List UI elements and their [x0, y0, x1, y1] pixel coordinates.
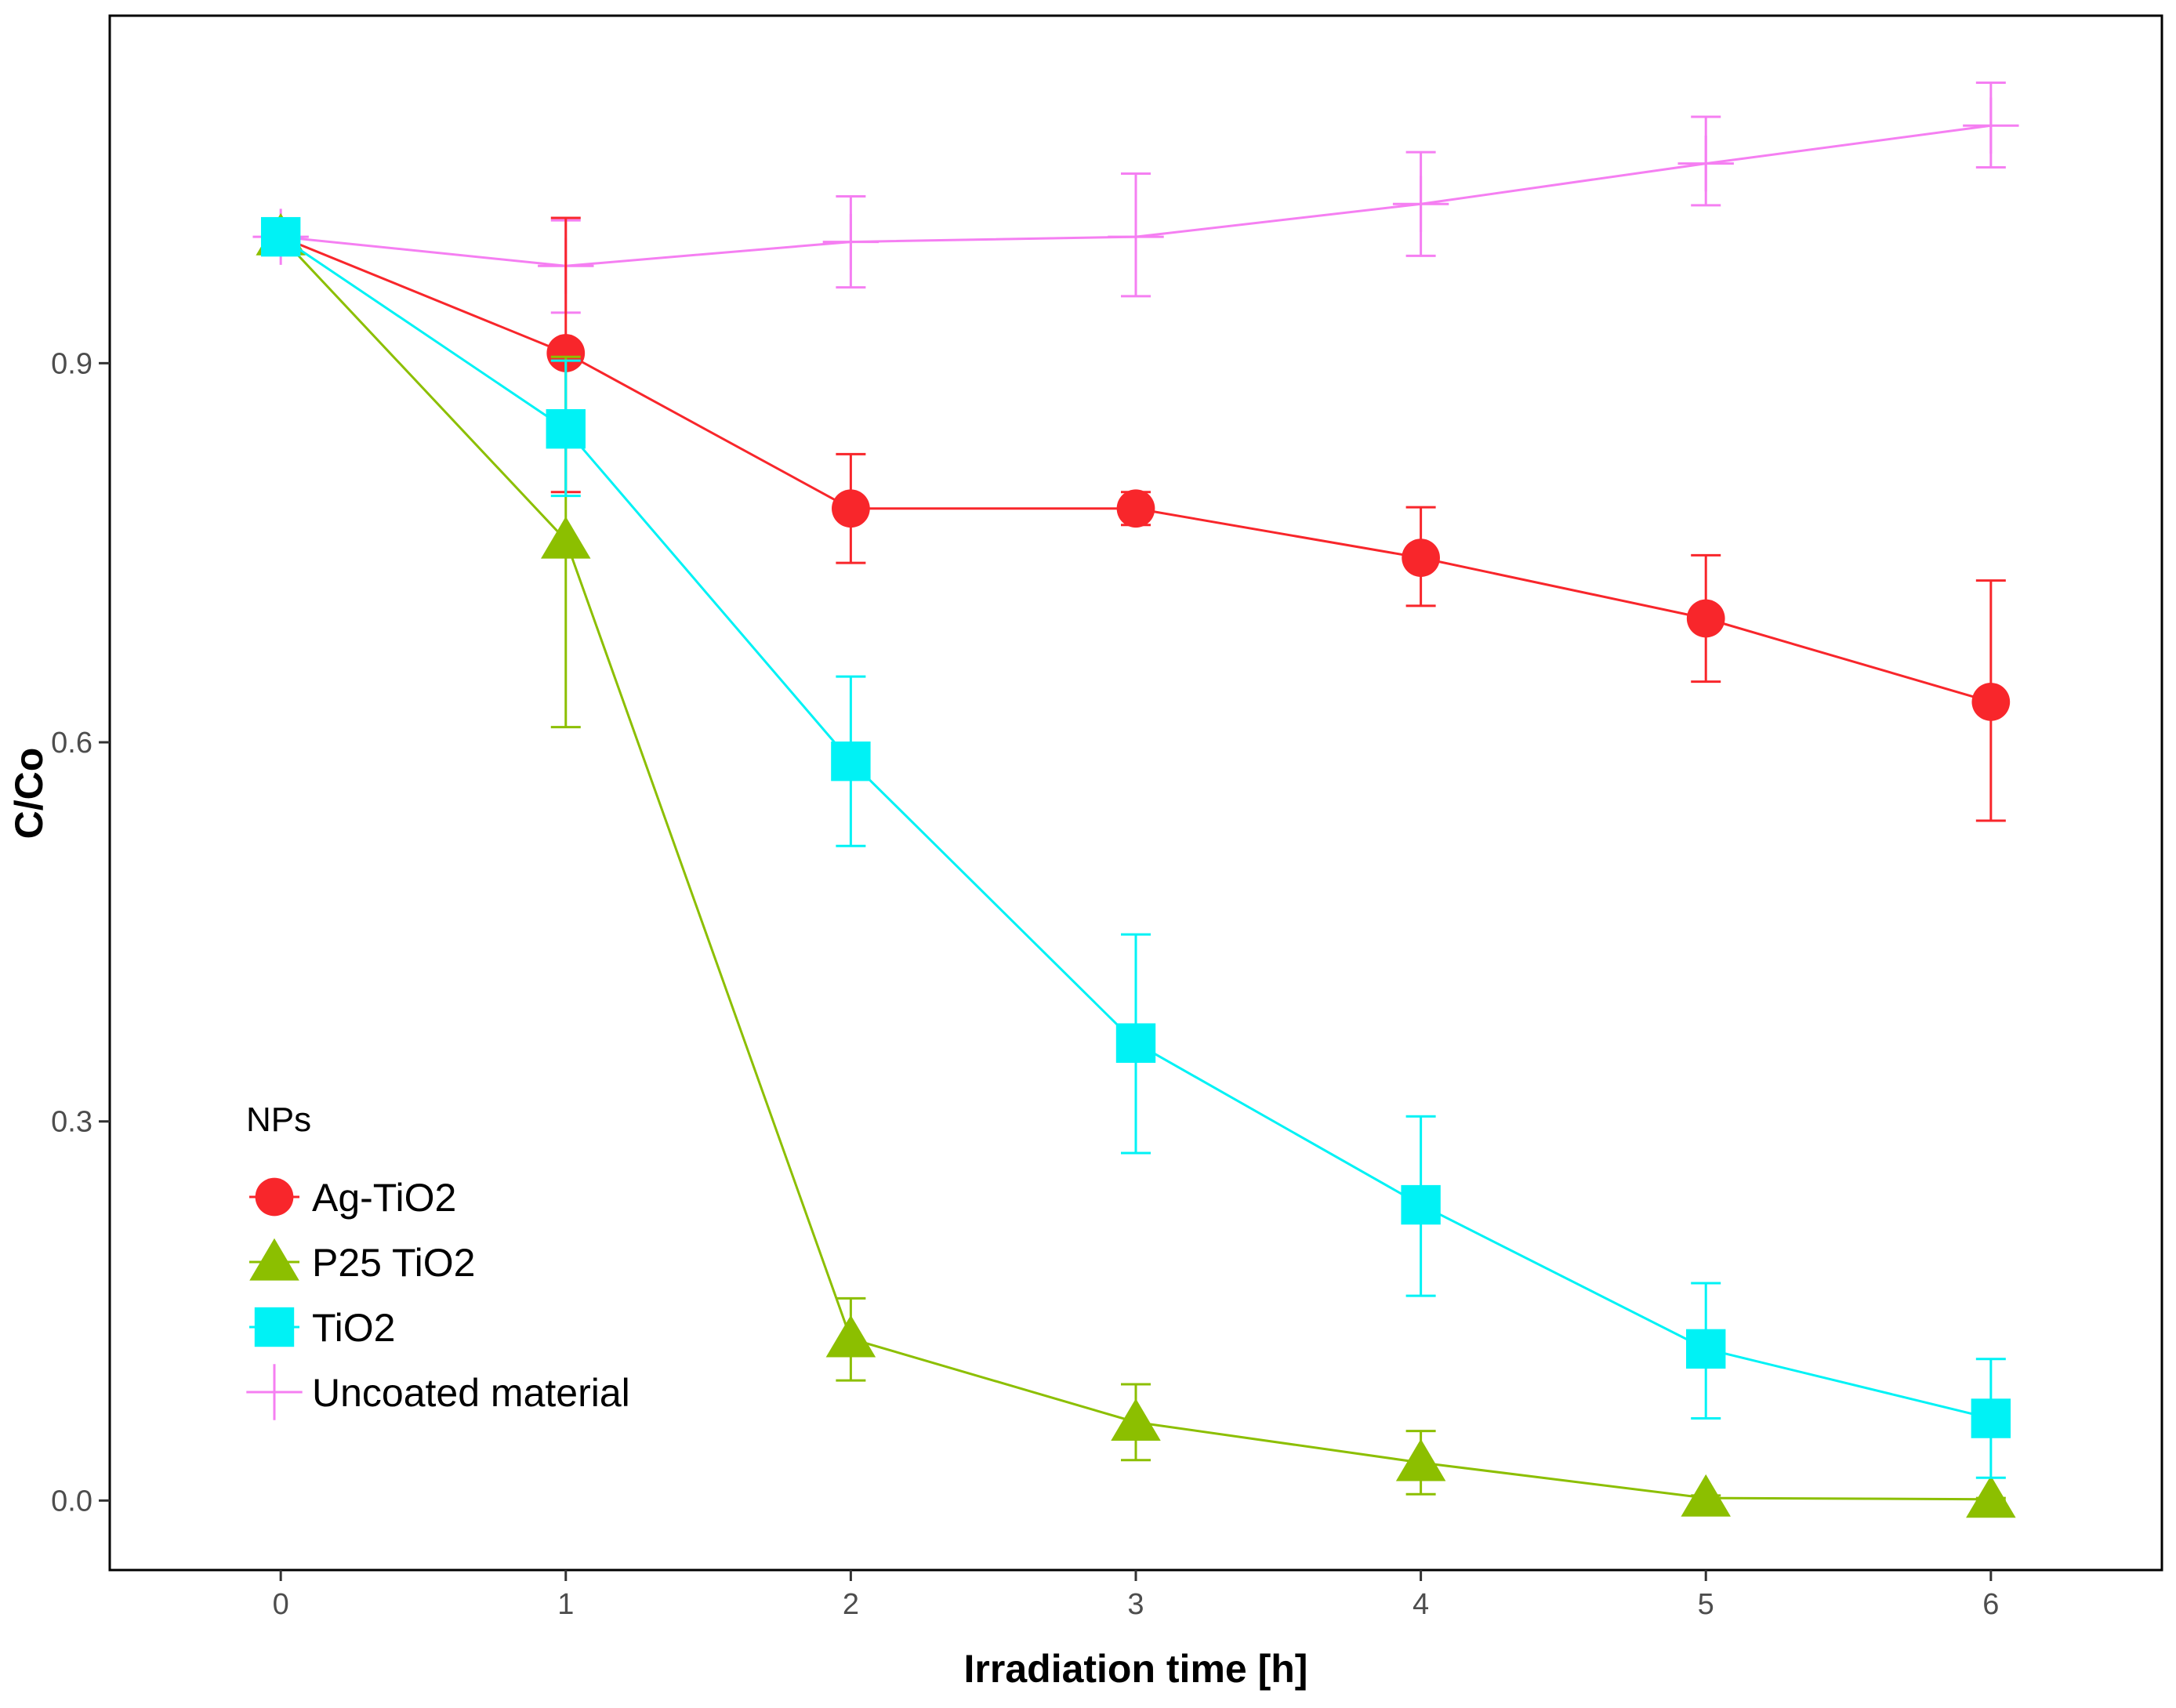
- data-point: [1402, 539, 1440, 577]
- legend-item-tio2: TiO2: [249, 1306, 396, 1350]
- data-point: [1116, 489, 1155, 528]
- legend-items: Ag-TiO2 P25 TiO2 TiO2 Uncoated material: [246, 1176, 630, 1420]
- data-point: [1963, 97, 2019, 154]
- data-point: [1686, 1329, 1726, 1369]
- data-point: [1395, 1438, 1446, 1481]
- data-point: [1971, 1398, 2011, 1438]
- x-tick-label: 0: [273, 1588, 289, 1621]
- data-point: [1677, 135, 1734, 192]
- data-point: [1971, 683, 2011, 721]
- data-point: [1401, 1184, 1441, 1225]
- legend-label: P25 TiO2: [312, 1241, 475, 1285]
- legend-key-marker: [249, 1238, 299, 1281]
- x-tick-label: 5: [1698, 1588, 1714, 1621]
- x-tick-label: 6: [1982, 1588, 1999, 1621]
- data-point: [260, 216, 301, 257]
- data-point: [1111, 1398, 1161, 1441]
- legend-key-marker: [254, 1307, 295, 1347]
- x-axis: 0 1 2 3 4 5 6: [273, 1570, 1999, 1621]
- data-point: [546, 408, 586, 449]
- data-point: [546, 334, 586, 372]
- series-tio2: [260, 216, 2011, 1479]
- legend-key-marker: [246, 1364, 303, 1420]
- legend-item-p25-tio2: P25 TiO2: [249, 1238, 475, 1285]
- series-layer: [252, 81, 2019, 1518]
- legend: NPs Ag-TiO2 P25 TiO2 TiO2 Uncoated material: [246, 1101, 630, 1420]
- data-point: [1966, 1475, 2016, 1518]
- y-tick-label: 0.6: [51, 727, 92, 760]
- y-tick-label: 0.3: [51, 1106, 92, 1139]
- data-point: [1686, 599, 1725, 638]
- legend-label: Uncoated material: [312, 1371, 630, 1415]
- data-point: [822, 213, 879, 270]
- y-tick-label: 0.0: [51, 1485, 92, 1518]
- data-point: [1115, 1023, 1156, 1063]
- legend-key-marker: [255, 1177, 294, 1217]
- data-point: [1681, 1474, 1731, 1517]
- legend-title: NPs: [246, 1101, 311, 1139]
- data-point: [1392, 176, 1449, 232]
- data-point: [832, 489, 870, 528]
- x-axis-title: Irradiation time [h]: [964, 1647, 1308, 1691]
- data-point: [1108, 209, 1164, 265]
- x-tick-label: 3: [1127, 1588, 1144, 1621]
- legend-item-uncoated-material: Uncoated material: [246, 1364, 630, 1420]
- y-axis: 0.0 0.3 0.6 0.9: [51, 347, 110, 1518]
- x-tick-label: 2: [843, 1588, 859, 1621]
- legend-label: Ag-TiO2: [312, 1176, 456, 1220]
- data-point: [825, 1315, 876, 1358]
- legend-item-ag-tio2: Ag-TiO2: [249, 1176, 456, 1220]
- x-tick-label: 1: [557, 1588, 574, 1621]
- x-tick-label: 4: [1413, 1588, 1429, 1621]
- y-tick-label: 0.9: [51, 347, 92, 380]
- legend-label: TiO2: [312, 1306, 396, 1350]
- data-point: [831, 741, 871, 781]
- y-axis-title: C/Co: [7, 748, 51, 839]
- data-point: [541, 516, 591, 559]
